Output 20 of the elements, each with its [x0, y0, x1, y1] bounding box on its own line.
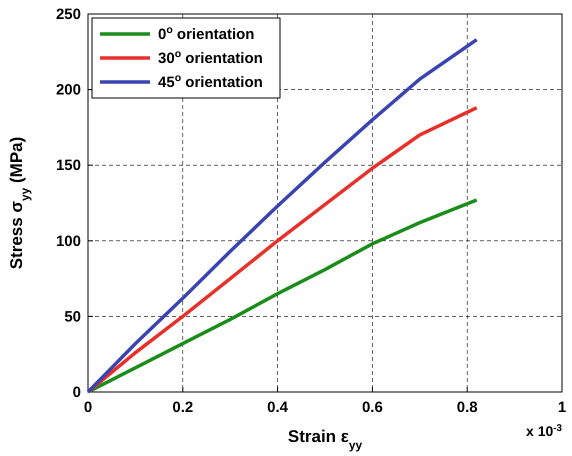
- y-tick-label: 250: [56, 6, 81, 23]
- text: x 10$^{-3}$: [526, 422, 563, 439]
- x-tick-label: 0.4: [267, 399, 289, 416]
- line-series: [86, 38, 478, 394]
- line-series: [86, 106, 478, 394]
- x-tick-label: 0.8: [456, 399, 478, 416]
- line-series: [86, 198, 478, 394]
- y-tick-label: 150: [56, 157, 81, 174]
- y-tick-label: 200: [56, 82, 81, 99]
- x-tick-label: 0: [84, 399, 92, 416]
- legend-label: 0$^{o}$ orientation: [158, 24, 254, 43]
- legend-label: 45$^{o}$ orientation: [158, 72, 263, 91]
- y-tick-label: 0: [72, 384, 81, 401]
- y-tick-label: 100: [56, 232, 81, 250]
- x-tick-label: 0.6: [362, 399, 383, 416]
- x-tick-label: 1: [558, 399, 566, 416]
- legend-label: 30$^{o}$ orientation: [158, 48, 263, 67]
- x-tick-label: 0.2: [172, 399, 194, 416]
- x-axis-title: Strain ε$_{yy}$: [288, 427, 362, 452]
- y-tick-label: 50: [64, 308, 81, 326]
